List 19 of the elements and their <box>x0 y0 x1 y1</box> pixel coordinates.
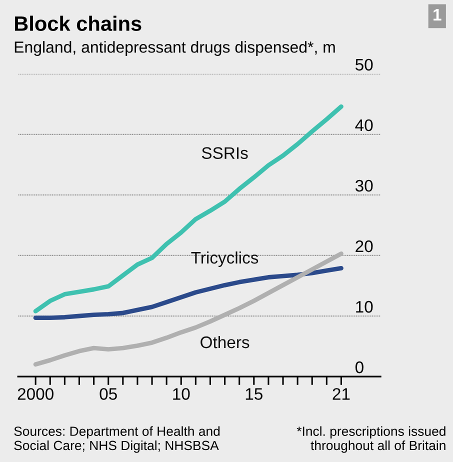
series-label: SSRIs <box>202 147 248 159</box>
x-tick-label: 21 <box>332 388 350 400</box>
x-tick-label: 15 <box>246 388 262 400</box>
y-tick-label: 0 <box>355 361 364 374</box>
source-note: Sources: Department of Health and Social Care; NHS Digital; NHSBSA <box>14 426 220 453</box>
y-tick-label: 20 <box>356 240 373 252</box>
y-tick-label: 40 <box>355 119 373 132</box>
series-label: Tricyclics <box>191 251 258 267</box>
y-tick-label: 30 <box>355 180 373 192</box>
x-tick-label: 2000 <box>18 388 54 400</box>
text: *Incl. prescriptions issued throughout all of Britain <box>296 426 446 453</box>
x-tick-label: 05 <box>100 388 117 400</box>
y-tick-label: 50 <box>355 58 373 71</box>
y-tick-label: 10 <box>356 300 373 313</box>
x-tick-label: 10 <box>173 388 190 400</box>
chart-subtitle: England, antidepressant drugs dispensed*, m <box>14 41 335 56</box>
chart-title: Block chains <box>14 16 142 31</box>
text: 1 <box>434 9 442 20</box>
series-label: Others <box>200 336 250 348</box>
